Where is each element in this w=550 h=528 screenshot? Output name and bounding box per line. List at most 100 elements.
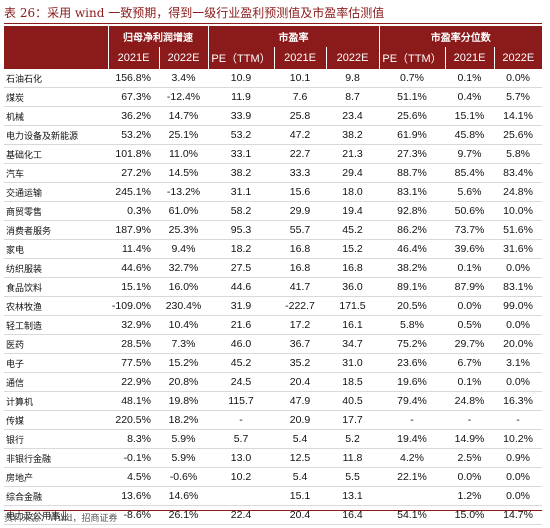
industry-name: 通信: [4, 372, 108, 392]
cell-pe-2021e: 20.4: [274, 372, 326, 392]
cell-growth-2021e: 13.6%: [108, 486, 159, 506]
cell-growth-2021e: -0.1%: [108, 448, 159, 468]
table-row: 传媒 220.5% 18.2% -20.9 17.7- - -: [4, 410, 543, 430]
cell-pct-pe-ttm: 22.1%: [379, 467, 446, 487]
industry-name: 综合金融: [4, 486, 108, 506]
cell-pct-2021e: 14.9%: [445, 429, 495, 449]
cell-pct-2022e: 5.7%: [494, 87, 543, 107]
table-row: 电子 77.5% 15.2% 45.2 35.2 31.0 23.6% 6.7% 3.1%: [4, 353, 543, 373]
cell-pct-2022e: 3.1%: [494, 353, 543, 373]
industry-name: 汽车: [4, 163, 108, 183]
cell-pe-ttm: 24.5: [208, 372, 274, 392]
cell-pe-2021e: 36.7: [274, 334, 326, 354]
industry-forecast-table: 归母净利润增速 市盈率 市盈率分位数 2021E 2022E PE（TTM） 2…: [4, 26, 543, 525]
header-blank-2: [4, 47, 108, 69]
table-row: 基础化工 101.8% 11.0% 33.1 22.7 21.3 27.3% 9.7% 5.8%: [4, 144, 543, 164]
cell-pe-2021e: 17.2: [274, 315, 326, 335]
industry-name: 轻工制造: [4, 315, 108, 335]
cell-pe-ttm: [208, 486, 274, 506]
cell-growth-2022e: 3.4%: [159, 69, 208, 88]
cell-pe-2022e: 36.0: [326, 277, 380, 297]
cell-pe-2022e: 19.4: [326, 201, 380, 221]
cell-growth-2022e: 14.7%: [159, 106, 208, 126]
cell-growth-2022e: 61.0%: [159, 201, 208, 221]
industry-name: 传媒: [4, 410, 108, 430]
cell-pe-2022e: 23.4: [326, 106, 380, 126]
cell-pct-2022e: 0.0%: [494, 486, 543, 506]
cell-pe-ttm: 53.2: [208, 125, 274, 145]
cell-pct-pe-ttm: 79.4%: [379, 391, 446, 411]
cell-pe-2022e: 171.5: [326, 296, 380, 316]
cell-growth-2022e: 230.4%: [159, 296, 208, 316]
cell-pe-2022e: 16.1: [326, 315, 380, 335]
col-pct-2021e: 2021E: [444, 47, 495, 69]
table-body: 石油石化 156.8% 3.4% 10.9 10.1 9.8 0.7% 0.1% 0.0% 煤炭 6…: [4, 69, 543, 525]
cell-pct-pe-ttm: -: [379, 410, 446, 430]
cell-pe-2022e: 9.8: [326, 69, 380, 88]
cell-growth-2021e: 44.6%: [108, 258, 159, 278]
industry-name: 银行: [4, 429, 108, 449]
cell-growth-2022e: 19.8%: [159, 391, 208, 411]
cell-pct-2022e: 5.8%: [494, 144, 543, 164]
industry-name: 食品饮料: [4, 277, 108, 297]
cell-pct-pe-ttm: [379, 486, 446, 506]
header-group-pe-percentile: 市盈率分位数: [378, 26, 543, 47]
cell-pe-2021e: 35.2: [274, 353, 326, 373]
cell-pct-2021e: 0.0%: [445, 467, 495, 487]
cell-pe-ttm: 21.6: [208, 315, 274, 335]
cell-growth-2022e: -13.2%: [159, 182, 208, 202]
industry-name: 石油石化: [4, 69, 108, 88]
cell-growth-2022e: 14.5%: [159, 163, 208, 183]
cell-pe-2021e: 20.9: [274, 410, 326, 430]
cell-pct-2021e: 0.0%: [445, 296, 495, 316]
header-column-row: 2021E 2022E PE（TTM） 2021E 2022E PE（TTM） …: [4, 47, 543, 69]
cell-pct-pe-ttm: 23.6%: [379, 353, 446, 373]
table-row: 农林牧渔 -109.0% 230.4% 31.9 -222.7 171.5 20.5% 0.0…: [4, 296, 543, 316]
cell-pct-pe-ttm: 54.1%: [379, 505, 446, 525]
col-pct-2022e: 2022E: [493, 47, 543, 69]
cell-growth-2022e: 20.8%: [159, 372, 208, 392]
cell-growth-2022e: 11.0%: [159, 144, 208, 164]
cell-growth-2021e: 0.3%: [108, 201, 159, 221]
cell-pe-ttm: 13.0: [208, 448, 274, 468]
table-row: 家电 11.4% 9.4% 18.2 16.8 15.2 46.4% 39.6% 31.6%: [4, 239, 543, 259]
cell-pct-pe-ttm: 92.8%: [379, 201, 446, 221]
table-row: 煤炭 67.3% -12.4% 11.9 7.6 8.7 51.1% 0.4% 5.7%: [4, 87, 543, 107]
table-row: 机械 36.2% 14.7% 33.9 25.8 23.4 25.6% 15.1% 14.1%: [4, 106, 543, 126]
cell-pe-ttm: 38.2: [208, 163, 274, 183]
cell-pe-2022e: 34.7: [326, 334, 380, 354]
cell-pe-ttm: 10.9: [208, 69, 274, 88]
cell-pct-pe-ttm: 83.1%: [379, 182, 446, 202]
cell-pe-ttm: 31.1: [208, 182, 274, 202]
cell-pct-pe-ttm: 19.4%: [379, 429, 446, 449]
cell-pct-pe-ttm: 0.7%: [379, 69, 446, 88]
cell-pe-ttm: 22.4: [208, 505, 274, 525]
cell-pe-ttm: 10.2: [208, 467, 274, 487]
table-title: 表 26：采用 wind 一致预期，得到一级行业盈利预测值及市盈率估测值: [4, 6, 385, 20]
cell-pct-2021e: 24.8%: [445, 391, 495, 411]
cell-growth-2021e: 4.5%: [108, 467, 159, 487]
cell-pct-2021e: 73.7%: [445, 220, 495, 240]
cell-pe-2022e: 29.4: [326, 163, 380, 183]
cell-pct-2022e: 99.0%: [494, 296, 543, 316]
industry-name: 交通运输: [4, 182, 108, 202]
cell-pe-ttm: 11.9: [208, 87, 274, 107]
cell-pct-2022e: 10.0%: [494, 201, 543, 221]
cell-growth-2022e: 26.1%: [159, 505, 208, 525]
table-row: 非银行金融 -0.1% 5.9% 13.0 12.5 11.8 4.2% 2.5% 0.9%: [4, 448, 543, 468]
cell-pct-pe-ttm: 89.1%: [379, 277, 446, 297]
cell-pe-ttm: 58.2: [208, 201, 274, 221]
cell-growth-2021e: 220.5%: [108, 410, 159, 430]
cell-growth-2022e: 10.4%: [159, 315, 208, 335]
cell-pe-2022e: 8.7: [326, 87, 380, 107]
industry-name: 消费者服务: [4, 220, 108, 240]
header-group-profit-growth: 归母净利润增速: [107, 26, 208, 47]
industry-name: 房地产: [4, 467, 108, 487]
cell-pe-2021e: 47.2: [274, 125, 326, 145]
cell-pe-2022e: 18.5: [326, 372, 380, 392]
cell-pct-2022e: 16.3%: [494, 391, 543, 411]
table-row: 房地产 4.5% -0.6% 10.2 5.4 5.5 22.1% 0.0% 0.0%: [4, 467, 543, 487]
title-divider: [4, 23, 542, 24]
table-row: 综合金融 13.6% 14.6% 15.1 13.1 1.2% 0.0%: [4, 486, 543, 506]
cell-pe-2022e: 5.2: [326, 429, 380, 449]
